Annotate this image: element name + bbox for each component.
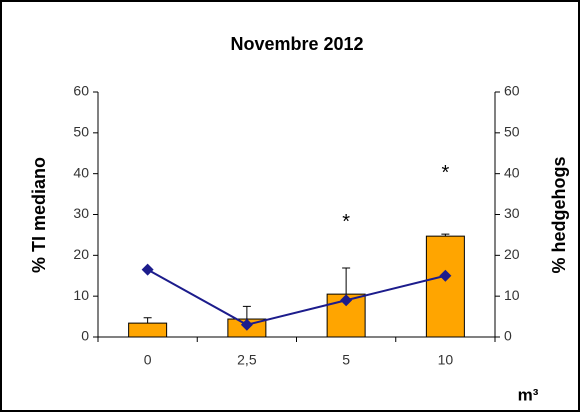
y-tick-label: 10 [73, 287, 89, 303]
bar [425, 235, 465, 338]
y2-tick-label: 50 [504, 124, 520, 140]
x-axis-label: m³ [518, 385, 539, 404]
y2-tick-label: 0 [504, 328, 512, 344]
y2-tick-label: 40 [504, 164, 520, 180]
x-tick-label: 2,5 [237, 352, 257, 368]
y-axis-label: % TI mediano [29, 157, 49, 273]
y2-tick-label: 10 [504, 287, 520, 303]
annotation: * [342, 211, 350, 233]
chart-title: Novembre 2012 [230, 34, 363, 54]
marker [141, 263, 154, 276]
marker [240, 318, 253, 331]
y2-tick-label: 60 [504, 83, 520, 99]
error-bar [143, 317, 152, 324]
x-tick-label: 0 [144, 352, 152, 368]
x-tick-label: 5 [342, 352, 350, 368]
y2-tick-label: 20 [504, 246, 520, 262]
y-tick-label: 20 [73, 246, 89, 262]
y-tick-label: 60 [73, 83, 89, 99]
line [147, 268, 446, 326]
y-tick-label: 30 [73, 205, 89, 221]
marker [439, 269, 452, 282]
annotation: * [441, 162, 449, 184]
y-tick-label: 0 [81, 328, 89, 344]
x-tick-label: 10 [438, 352, 454, 368]
marker [340, 294, 353, 307]
error-bar [441, 233, 450, 237]
error-bar [342, 267, 351, 295]
y-tick-label: 50 [73, 124, 89, 140]
y-tick-label: 40 [73, 164, 89, 180]
y2-axis-label: % hedgehogs [549, 156, 569, 273]
error-bar [242, 305, 251, 320]
y2-tick-label: 30 [504, 205, 520, 221]
bar [128, 322, 168, 338]
